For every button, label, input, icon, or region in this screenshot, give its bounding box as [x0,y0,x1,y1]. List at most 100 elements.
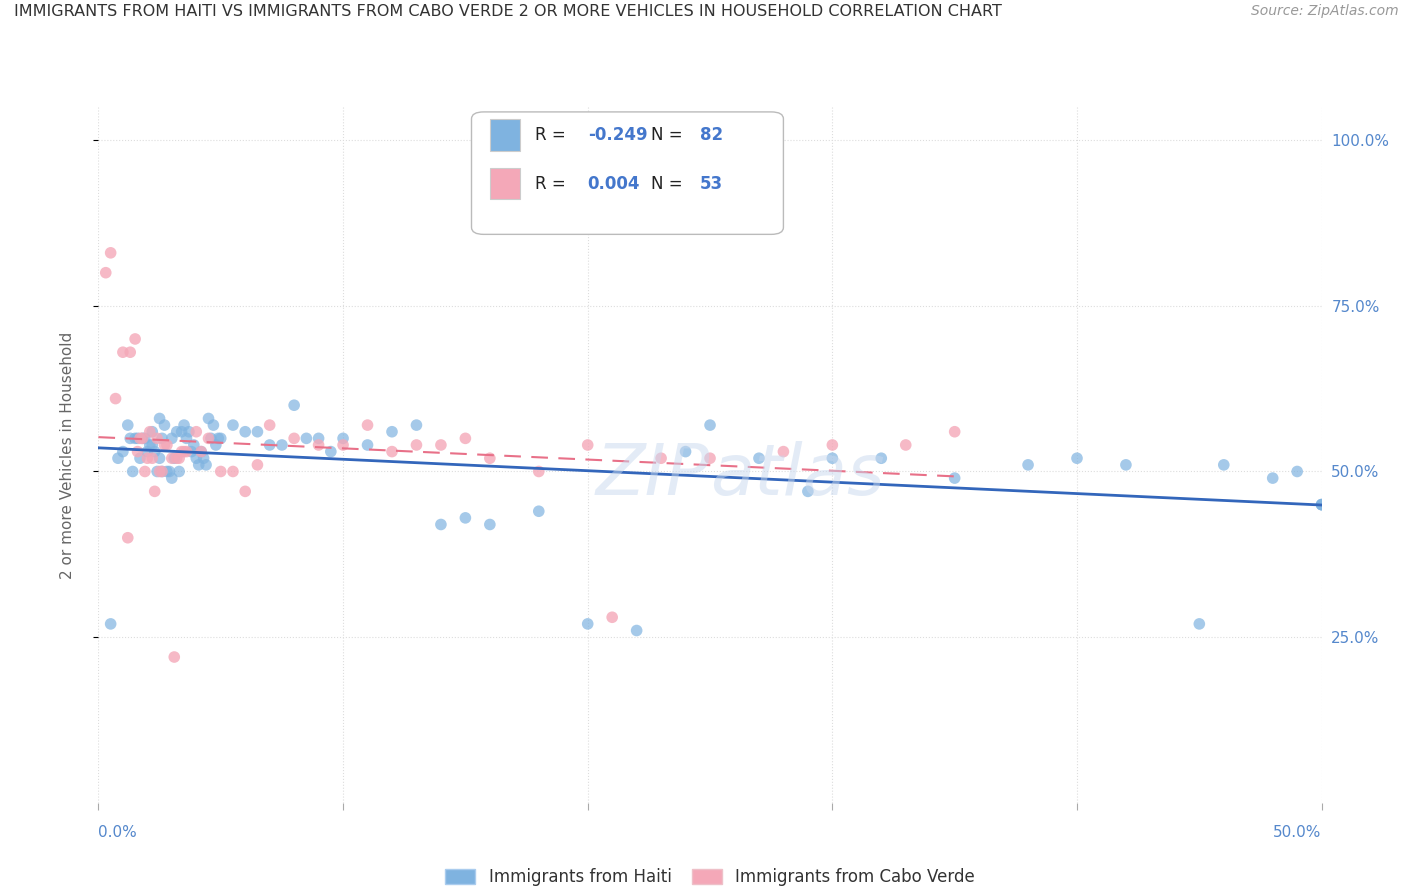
Point [120,431,142,445]
Point [870,451,893,466]
Point [1261,471,1284,485]
Point [177,425,200,439]
Point [381,425,404,439]
Point [295,431,318,445]
Point [176,444,198,458]
Point [233,425,256,439]
Point [283,431,305,445]
Point [166,451,188,466]
Point [139,425,162,439]
Point [308,431,330,445]
Point [173,418,195,433]
FancyBboxPatch shape [471,112,783,235]
Point [259,438,281,452]
Point [319,444,342,458]
Point [143,484,166,499]
Point [821,451,844,466]
Point [283,398,305,412]
Point [167,465,190,479]
Point [675,444,697,458]
Point [202,418,225,433]
Point [943,471,966,485]
Point [153,418,176,433]
Point [381,444,404,458]
Point [160,431,183,445]
Point [527,465,550,479]
Text: Source: ZipAtlas.com: Source: ZipAtlas.com [1251,4,1399,19]
Point [100,245,122,260]
Point [120,345,142,359]
Point [193,451,215,466]
Point [107,451,129,466]
Point [94,266,117,280]
Point [748,451,770,466]
Point [170,425,193,439]
Point [136,444,159,458]
Point [170,444,193,458]
Text: 53: 53 [700,175,723,193]
Text: atlas: atlas [710,442,884,510]
Point [111,444,134,458]
Text: -0.249: -0.249 [588,126,647,144]
Point [176,431,198,445]
Point [197,431,219,445]
Point [173,444,195,458]
Point [156,465,179,479]
Point [146,431,169,445]
Point [149,451,172,466]
Point [527,504,550,518]
Point [1017,458,1039,472]
Point [207,431,229,445]
Point [454,431,477,445]
Point [1310,498,1333,512]
Point [1310,498,1333,512]
Text: 0.004: 0.004 [588,175,640,193]
Point [195,458,218,472]
Point [141,425,163,439]
Text: N =: N = [651,175,688,193]
Text: ZIP: ZIP [596,442,710,510]
Point [943,425,966,439]
Point [478,451,501,466]
Point [332,438,354,452]
Point [1188,616,1211,631]
Point [600,610,623,624]
Point [183,438,205,452]
Point [430,438,453,452]
Point [270,438,294,452]
Point [150,465,173,479]
Point [209,431,232,445]
Point [150,465,173,479]
Text: N =: N = [651,126,688,144]
Point [190,444,212,458]
Point [117,418,139,433]
Point [143,444,166,458]
Point [190,444,212,458]
Point [134,431,156,445]
Point [308,438,330,452]
Point [167,451,190,466]
Point [127,444,149,458]
Bar [489,168,520,199]
Point [259,418,281,433]
Point [146,465,169,479]
Point [200,431,222,445]
Point [205,438,228,452]
Point [233,484,256,499]
Point [246,425,269,439]
Point [186,451,208,466]
Point [163,650,186,665]
Point [478,517,501,532]
Y-axis label: 2 or more Vehicles in Household: 2 or more Vehicles in Household [60,331,75,579]
Point [124,431,146,445]
Point [156,438,179,452]
Bar [489,120,520,151]
Point [626,624,648,638]
Point [650,451,672,466]
Legend: Immigrants from Haiti, Immigrants from Cabo Verde: Immigrants from Haiti, Immigrants from C… [437,860,983,892]
Point [797,484,820,499]
Point [131,431,153,445]
Point [186,425,208,439]
Point [356,438,378,452]
Point [124,332,146,346]
